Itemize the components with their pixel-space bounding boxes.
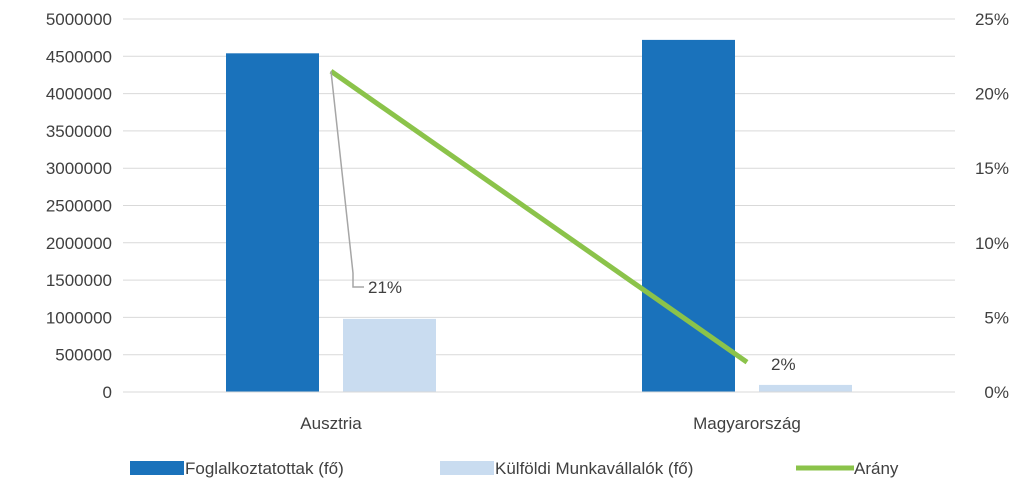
left-tick-label: 1500000: [46, 271, 112, 290]
legend-label: Arány: [854, 459, 899, 478]
bar-employed: [226, 53, 319, 392]
ratio-line-path: [329, 69, 749, 365]
left-tick-label: 3500000: [46, 122, 112, 141]
bars: [226, 39, 852, 392]
right-tick-label: 20%: [975, 85, 1009, 104]
left-tick-label: 2000000: [46, 234, 112, 253]
data-label-ratio-ausztria: 21%: [368, 278, 402, 297]
data-labels: 21% 2%: [330, 71, 796, 374]
category-label: Ausztria: [300, 414, 362, 433]
left-axis-ticks: 0 500000 1000000 1500000 2000000 2500000 30000…: [46, 10, 112, 402]
left-tick-label: 4500000: [46, 47, 112, 66]
left-tick-label: 2500000: [46, 197, 112, 216]
bar-employed: [642, 39, 735, 392]
legend-label: Külföldi Munkavállalók (fő): [495, 459, 693, 478]
left-tick-label: 0: [103, 383, 112, 402]
ratio-line: [329, 69, 749, 365]
legend-swatch-foreign-workers: [440, 461, 494, 475]
category-labels: Ausztria Magyarország: [300, 414, 801, 433]
legend-swatch-employed: [130, 461, 184, 475]
right-axis-ticks: 0% 5% 10% 15% 20% 25%: [975, 10, 1009, 402]
right-tick-label: 5%: [984, 308, 1009, 327]
right-tick-label: 25%: [975, 10, 1009, 29]
category-label: Magyarország: [693, 414, 801, 433]
left-tick-label: 5000000: [46, 10, 112, 29]
legend: Foglalkoztatottak (fő) Külföldi Munkaváll…: [130, 459, 899, 478]
legend-label: Foglalkoztatottak (fő): [185, 459, 344, 478]
leader-line: [330, 71, 364, 288]
left-tick-label: 1000000: [46, 308, 112, 327]
right-tick-label: 10%: [975, 234, 1009, 253]
bar-foreign-workers: [343, 318, 436, 392]
right-tick-label: 15%: [975, 159, 1009, 178]
right-tick-label: 0%: [984, 383, 1009, 402]
bar-foreign-workers: [759, 384, 852, 392]
left-tick-label: 500000: [55, 346, 112, 365]
left-tick-label: 3000000: [46, 159, 112, 178]
left-tick-label: 4000000: [46, 85, 112, 104]
data-label-ratio-magyarorszag: 2%: [771, 355, 796, 374]
